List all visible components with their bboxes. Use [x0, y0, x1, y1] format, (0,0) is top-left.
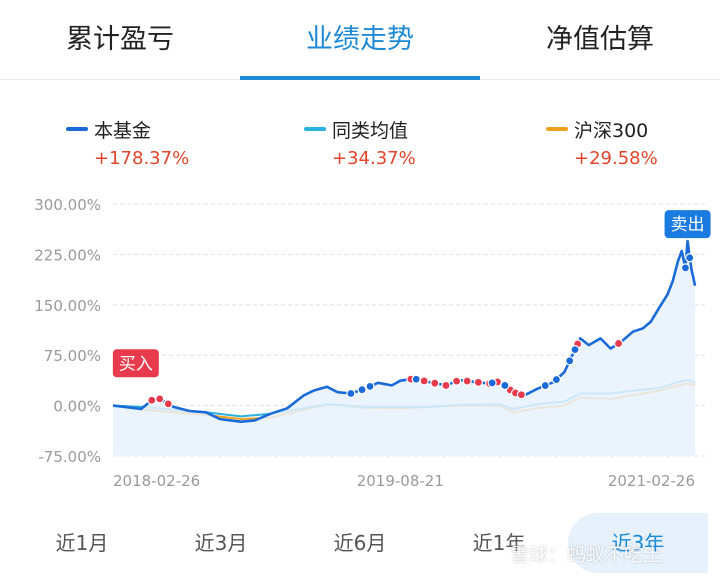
y-tick-label: 75.00% — [44, 347, 101, 365]
sell-tag — [664, 210, 711, 239]
sell-marker — [551, 374, 562, 385]
legend-item-peer-average: 同类均值 +34.37% — [304, 116, 416, 176]
watermark-text: 雪球：蚂蚁不吃土 — [510, 544, 663, 566]
period-6m[interactable]: 近6月 — [333, 531, 387, 555]
tab-nav-estimate[interactable]: 净值估算 — [546, 24, 654, 55]
legend-name-fund: 本基金 — [94, 119, 152, 142]
buy-tag — [112, 349, 159, 378]
period-1y[interactable]: 近1年 — [472, 531, 526, 555]
sell-marker — [357, 385, 367, 395]
sell-marker — [565, 356, 575, 366]
legend-item-csi300: 沪深300 +29.58% — [546, 116, 658, 176]
tab-cumulative-pnl[interactable]: 累计盈亏 — [66, 24, 174, 55]
sell-marker — [685, 253, 695, 263]
x-tick-label: 2018-02-26 — [113, 472, 200, 490]
buy-marker — [516, 390, 526, 400]
period-3y[interactable]: 近3年 — [568, 513, 708, 573]
period-1m[interactable]: 近1月 — [55, 531, 109, 555]
sell-marker — [346, 388, 356, 399]
period-selector: 近1月 近3月 近6月 近1年 近3年 — [0, 513, 720, 573]
legend-value-peer-average: +34.37% — [332, 148, 416, 169]
period-3m[interactable]: 近3月 — [194, 531, 248, 555]
legend-value-fund: +178.37% — [94, 148, 190, 169]
tab-performance-trend[interactable]: 业绩走势 — [306, 24, 414, 55]
buy-marker — [441, 380, 451, 391]
legend-name-peer-average: 同类均值 — [332, 119, 409, 142]
sell-tag-label: 卖出 — [671, 215, 705, 235]
sell-marker — [540, 380, 550, 391]
x-tick-label: 2021-02-26 — [608, 472, 695, 490]
tab-bar: 累计盈亏 业绩走势 净值估算 — [0, 0, 720, 80]
y-tick-label: 225.00% — [34, 246, 101, 264]
y-tick-label: 0.00% — [53, 398, 101, 416]
buy-marker — [419, 376, 429, 386]
fund-area-fill — [113, 241, 695, 456]
buy-marker — [163, 399, 173, 409]
buy-marker — [462, 376, 472, 386]
buy-marker — [613, 338, 624, 349]
legend-name-csi300: 沪深300 — [574, 119, 649, 142]
active-tab-indicator — [240, 76, 480, 80]
buy-marker — [473, 377, 483, 387]
sell-marker — [680, 263, 691, 273]
legend-item-fund: 本基金 +178.37% — [66, 116, 189, 176]
legend-swatch-peer-average — [304, 127, 326, 131]
buy-marker — [451, 376, 462, 386]
buy-marker — [155, 394, 165, 404]
buy-tag-label: 买入 — [119, 354, 153, 374]
performance-chart[interactable]: 300.00% 225.00% 150.00% 75.00% 0.00% -75.00% 2… — [0, 180, 720, 500]
sell-marker — [487, 378, 497, 388]
y-tick-label: 300.00% — [34, 196, 101, 214]
sell-marker — [365, 381, 375, 391]
buy-marker — [430, 378, 440, 388]
y-tick-label: 150.00% — [34, 297, 101, 315]
buy-marker — [147, 395, 157, 405]
legend-swatch-fund — [66, 127, 88, 131]
x-tick-label: 2019-08-21 — [357, 472, 444, 490]
y-tick-label: -75.00% — [38, 448, 101, 466]
legend-value-csi300: +29.58% — [574, 148, 658, 169]
sell-marker — [570, 345, 580, 355]
sell-marker — [500, 380, 510, 391]
legend-swatch-csi300 — [546, 127, 568, 131]
sell-marker — [411, 374, 421, 384]
